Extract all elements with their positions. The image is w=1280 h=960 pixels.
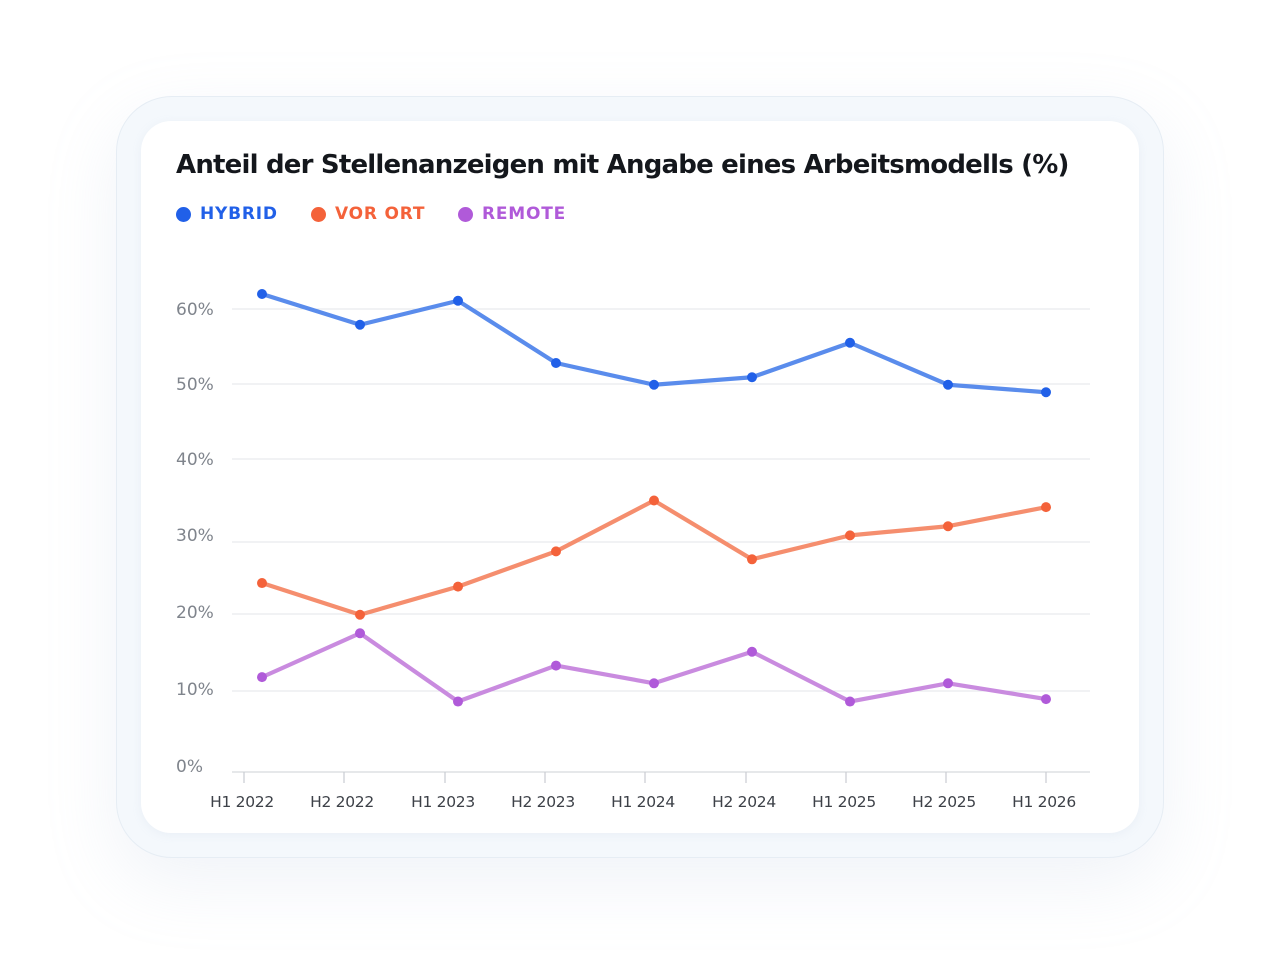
chart-card xyxy=(141,121,1139,833)
data-point-hybrid xyxy=(943,379,953,390)
legend-label-hybrid: HYBRID xyxy=(200,204,278,224)
y-tick-label: 40% xyxy=(176,450,214,470)
data-point-hybrid xyxy=(1041,387,1051,398)
data-point-remote xyxy=(453,696,463,707)
legend-item-remote: REMOTE xyxy=(458,204,566,224)
x-tick-label: H1 2023 xyxy=(411,793,475,811)
series-line-vor-ort xyxy=(259,498,1049,617)
data-point-hybrid xyxy=(747,372,757,383)
data-point-hybrid xyxy=(453,295,463,306)
y-tick-label: 10% xyxy=(176,680,214,700)
data-point-vor-ort xyxy=(649,495,659,506)
data-point-vor-ort xyxy=(453,581,463,592)
data-point-vor-ort xyxy=(943,521,953,532)
legend-dot-vor-ort xyxy=(311,206,326,222)
y-tick-label: 60% xyxy=(176,300,214,320)
data-point-vor-ort xyxy=(747,554,757,565)
data-point-remote xyxy=(257,672,267,683)
data-point-remote xyxy=(649,678,659,689)
axis-layer: 0% 10% 20% 30% 40% 50% 60% H1 2022 H2 2022 H1 202… xyxy=(176,300,1090,811)
series-layer xyxy=(257,289,1051,707)
legend-item-hybrid: HYBRID xyxy=(176,204,278,224)
data-point-remote xyxy=(355,628,365,639)
data-point-remote xyxy=(943,678,953,689)
data-point-hybrid xyxy=(845,337,855,348)
x-tick-label: H2 2024 xyxy=(712,793,776,811)
data-point-vor-ort xyxy=(1041,502,1051,513)
data-point-vor-ort xyxy=(355,609,365,620)
data-point-remote xyxy=(551,660,561,671)
x-tick-label: H1 2026 xyxy=(1012,793,1076,811)
data-point-vor-ort xyxy=(551,546,561,557)
data-point-hybrid xyxy=(551,358,561,368)
x-tick-label: H2 2022 xyxy=(310,793,374,811)
legend-label-vor-ort: VOR ORT xyxy=(335,204,426,224)
legend-dot-hybrid xyxy=(176,206,191,222)
x-tick-label: H1 2025 xyxy=(812,793,876,811)
legend-item-vor-ort: VOR ORT xyxy=(311,204,425,224)
data-point-hybrid xyxy=(649,379,659,390)
y-tick-label: 20% xyxy=(176,603,214,623)
legend-dot-remote xyxy=(458,206,473,222)
chart-title: Anteil der Stellenanzeigen mit Angabe ei… xyxy=(176,150,1069,180)
data-point-remote xyxy=(845,696,855,707)
data-point-vor-ort xyxy=(257,578,267,589)
y-tick-label: 0% xyxy=(176,757,203,777)
legend-label-remote: REMOTE xyxy=(482,204,567,224)
x-tick-label: H2 2023 xyxy=(511,793,575,811)
data-point-remote xyxy=(747,646,757,657)
y-tick-label: 30% xyxy=(176,526,214,546)
y-tick-label: 50% xyxy=(176,375,214,395)
data-point-vor-ort xyxy=(845,530,855,541)
data-point-hybrid xyxy=(355,319,365,330)
x-tick-label: H1 2024 xyxy=(611,793,675,811)
data-point-hybrid xyxy=(257,289,267,299)
x-tick-label: H2 2025 xyxy=(912,793,976,811)
x-tick-label: H1 2022 xyxy=(210,793,274,811)
data-point-remote xyxy=(1041,694,1051,705)
